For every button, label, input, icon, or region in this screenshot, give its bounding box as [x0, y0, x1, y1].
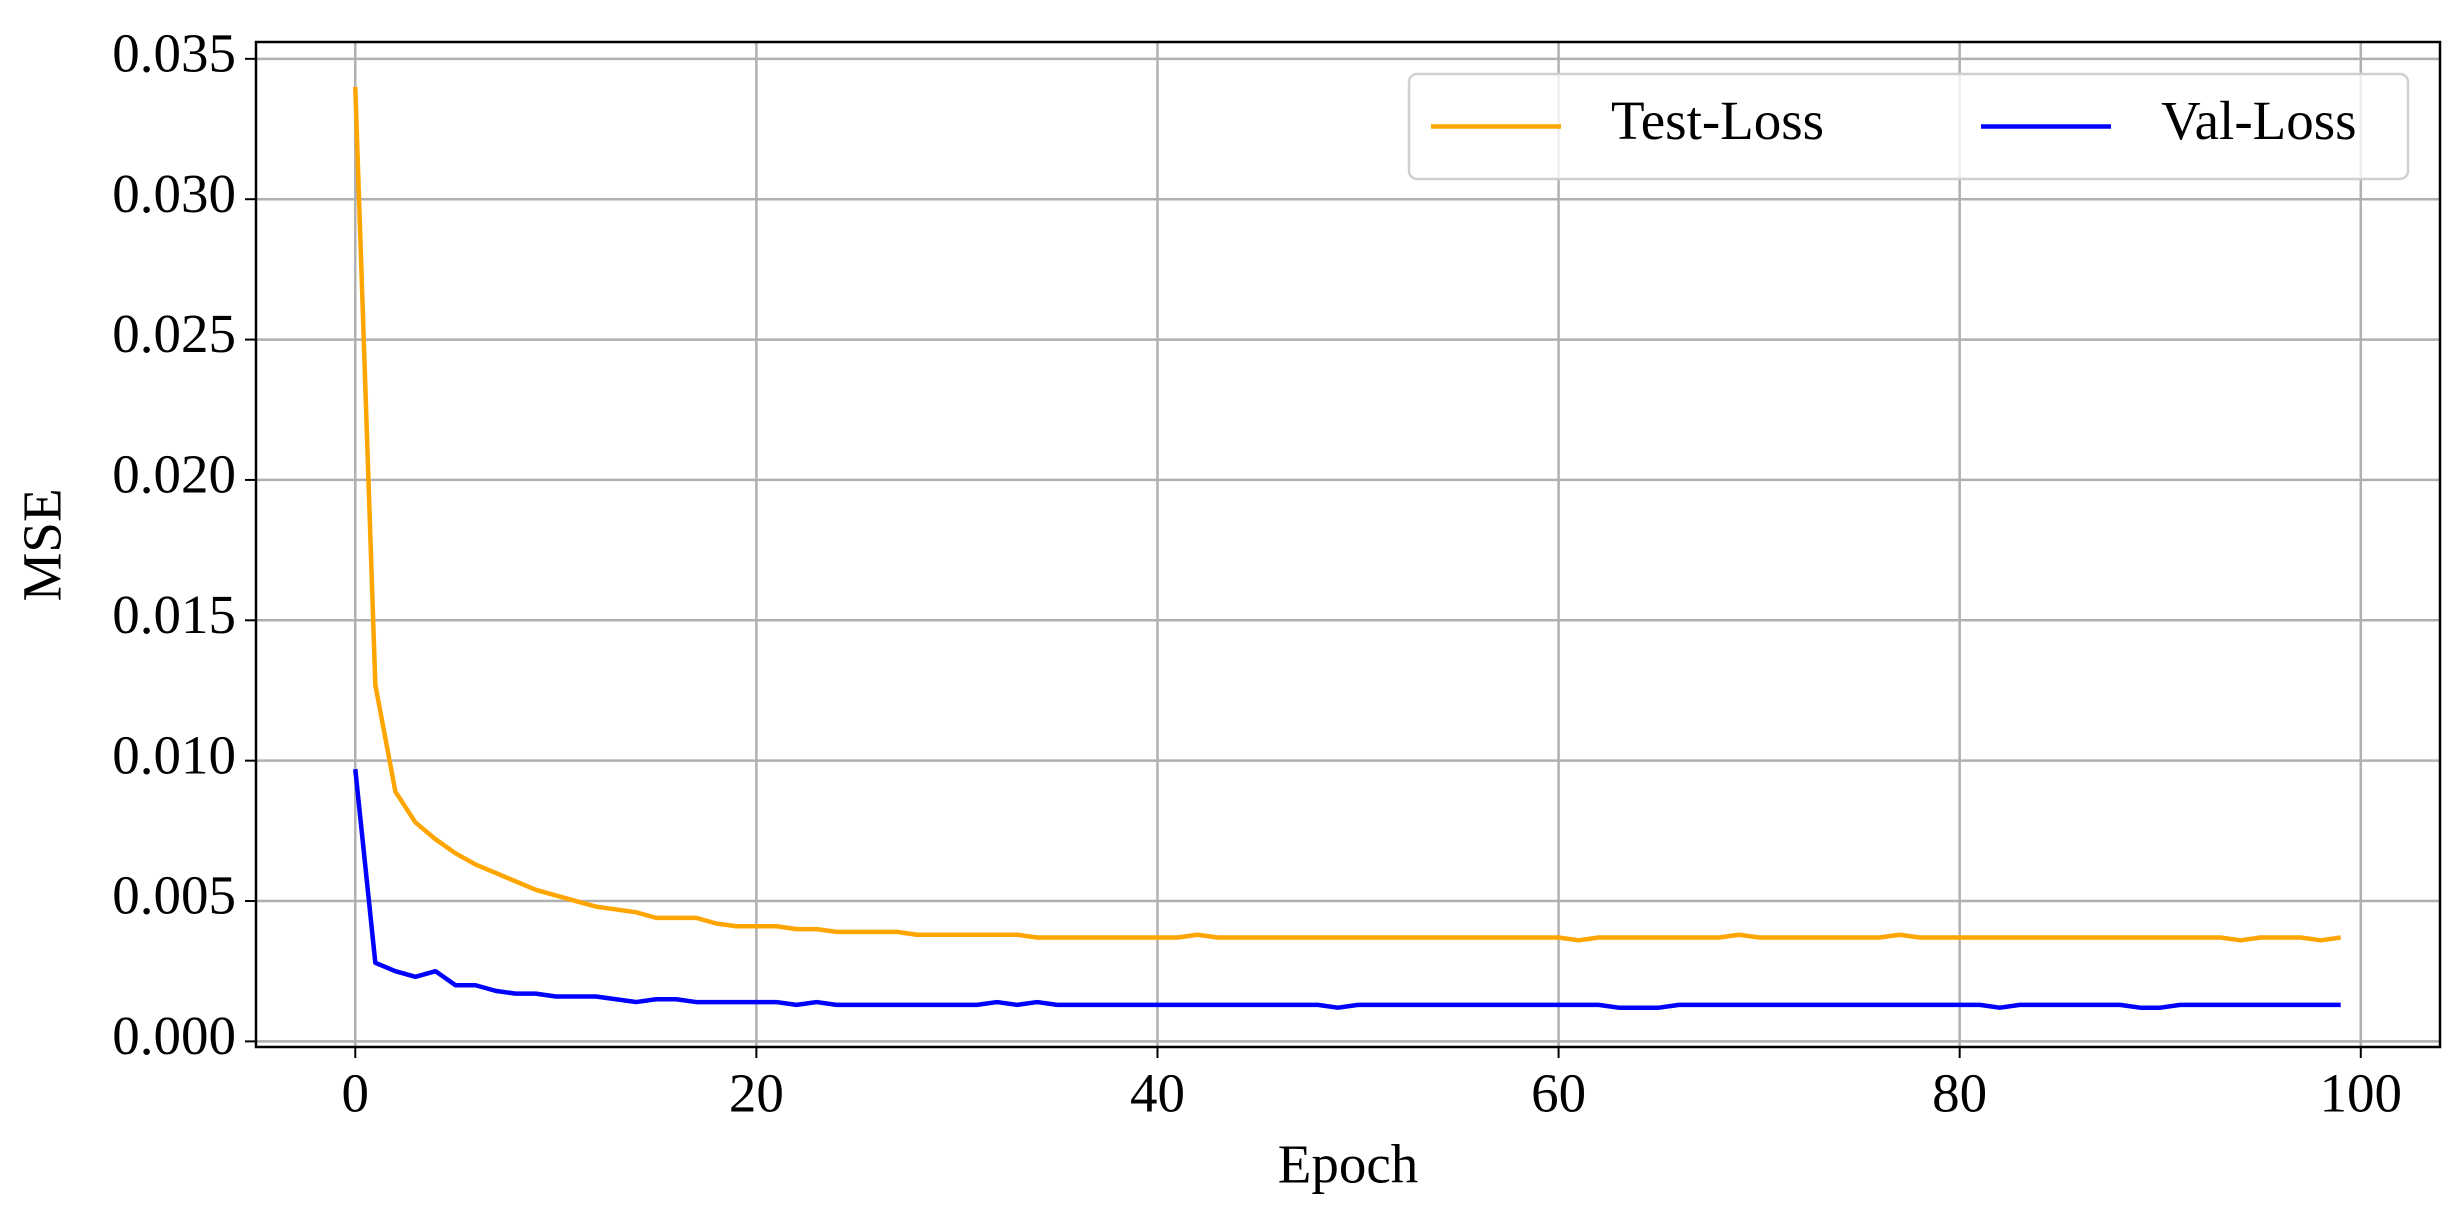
legend-label: Test-Loss — [1611, 90, 1824, 151]
plot-frame — [254, 40, 2442, 1049]
y-axis-label: MSE — [12, 488, 73, 601]
y-tick-label: 0.035 — [112, 22, 236, 83]
x-tick-label: 20 — [729, 1063, 784, 1124]
x-axis-label: Epoch — [1278, 1134, 1419, 1195]
x-tick-label: 60 — [1531, 1063, 1586, 1124]
data-line — [353, 768, 2341, 1010]
legend-box — [1407, 72, 2410, 181]
y-tick-label: 0.010 — [112, 724, 236, 785]
legend-label: Val-Loss — [2161, 90, 2357, 151]
y-tick-label: 0.020 — [112, 444, 236, 505]
x-tick-label: 100 — [2320, 1063, 2403, 1124]
x-tick-label: 40 — [1130, 1063, 1185, 1124]
y-tick-label: 0.025 — [112, 303, 236, 364]
x-tick-label: 0 — [342, 1063, 370, 1124]
data-line — [353, 86, 2342, 943]
y-tick-label: 0.015 — [112, 584, 236, 645]
y-tick-label: 0.000 — [112, 1005, 236, 1066]
x-tick-label: 80 — [1932, 1063, 1987, 1124]
y-tick-label: 0.005 — [112, 865, 236, 926]
y-tick-label: 0.030 — [112, 163, 236, 224]
